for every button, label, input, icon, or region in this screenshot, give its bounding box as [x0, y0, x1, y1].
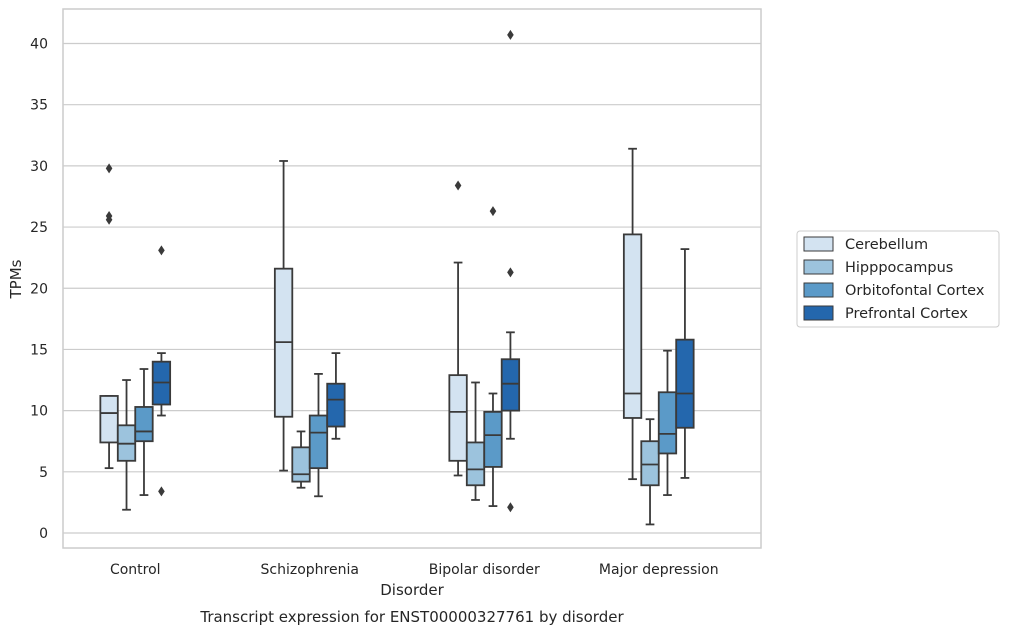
box-body	[448, 374, 468, 462]
box-cerebellum	[622, 147, 643, 481]
outlier-point	[507, 267, 514, 278]
legend-label: Cerebellum	[845, 237, 928, 253]
outlier-point	[507, 29, 514, 40]
plot-frame	[62, 8, 762, 549]
box-body	[657, 391, 678, 455]
box-prefrontal-cortex	[500, 29, 521, 513]
y-tick-label: 15	[30, 342, 48, 358]
legend-swatch	[803, 236, 834, 252]
box-body	[99, 395, 119, 444]
y-tick-label: 30	[30, 159, 48, 175]
box-body	[675, 338, 695, 429]
x-tick-labels: Control Schizophrenia Bipolar disorder Majo…	[110, 562, 719, 578]
y-tick-label: 5	[39, 465, 48, 481]
box-hipppocampus	[291, 430, 311, 489]
box-hipppocampus	[116, 379, 137, 511]
legend-swatch	[803, 305, 834, 321]
box-body	[134, 406, 154, 443]
box-body	[308, 414, 329, 470]
box-body	[465, 441, 486, 487]
legend-swatch	[803, 259, 834, 275]
x-axis-label: Disorder	[380, 581, 444, 599]
legend-label: Orbitofontal Cortex	[845, 283, 985, 299]
x-tick-label: Control	[110, 562, 161, 578]
box-cerebellum	[273, 160, 294, 472]
box-orbitofontal-cortex	[134, 368, 154, 496]
outlier-point	[507, 502, 514, 513]
outlier-point	[489, 206, 497, 217]
x-tick-label: Major depression	[599, 562, 719, 578]
boxes-layer	[99, 29, 695, 526]
x-tick-label: Schizophrenia	[261, 562, 359, 578]
chart-caption: Transcript expression for ENST0000032776…	[199, 608, 624, 626]
box-prefrontal-cortex	[151, 245, 172, 497]
legend-frame	[796, 230, 1000, 328]
box-body	[500, 358, 521, 412]
box-body	[326, 382, 346, 428]
legend-label: Prefrontal Cortex	[845, 306, 968, 322]
outlier-point	[105, 211, 113, 222]
outlier-point	[454, 180, 462, 191]
box-orbitofontal-cortex	[657, 349, 678, 496]
outlier-point	[105, 163, 113, 174]
y-tick-label: 35	[30, 98, 48, 114]
box-cerebellum	[99, 163, 119, 470]
outlier-point	[158, 486, 165, 497]
box-body	[640, 440, 660, 487]
box-orbitofontal-cortex	[308, 373, 329, 498]
gridlines	[63, 42, 761, 534]
box-body	[291, 446, 311, 483]
y-tick-labels: 0 5 10 15 20 25 30 35 40	[30, 37, 48, 543]
y-tick-label: 25	[30, 220, 48, 236]
box-prefrontal-cortex	[326, 352, 346, 440]
outlier-point	[158, 245, 165, 256]
legend: Cerebellum Hipppocampus Orbitofontal Corte…	[796, 230, 1000, 328]
legend-label: Hipppocampus	[845, 260, 953, 276]
box-orbitofontal-cortex	[483, 206, 503, 507]
box-cerebellum	[448, 180, 468, 477]
y-tick-label: 0	[39, 526, 48, 542]
y-tick-label: 40	[30, 37, 48, 53]
box-body	[622, 233, 643, 419]
box-hipppocampus	[640, 418, 660, 526]
y-axis-label: TPMs	[7, 259, 25, 299]
y-tick-label: 20	[30, 281, 48, 297]
x-tick-label: Bipolar disorder	[429, 562, 540, 578]
box-body	[483, 410, 503, 468]
legend-swatch	[803, 282, 834, 298]
y-tick-label: 10	[30, 404, 48, 420]
box-hipppocampus	[465, 381, 486, 501]
box-prefrontal-cortex	[675, 248, 695, 479]
